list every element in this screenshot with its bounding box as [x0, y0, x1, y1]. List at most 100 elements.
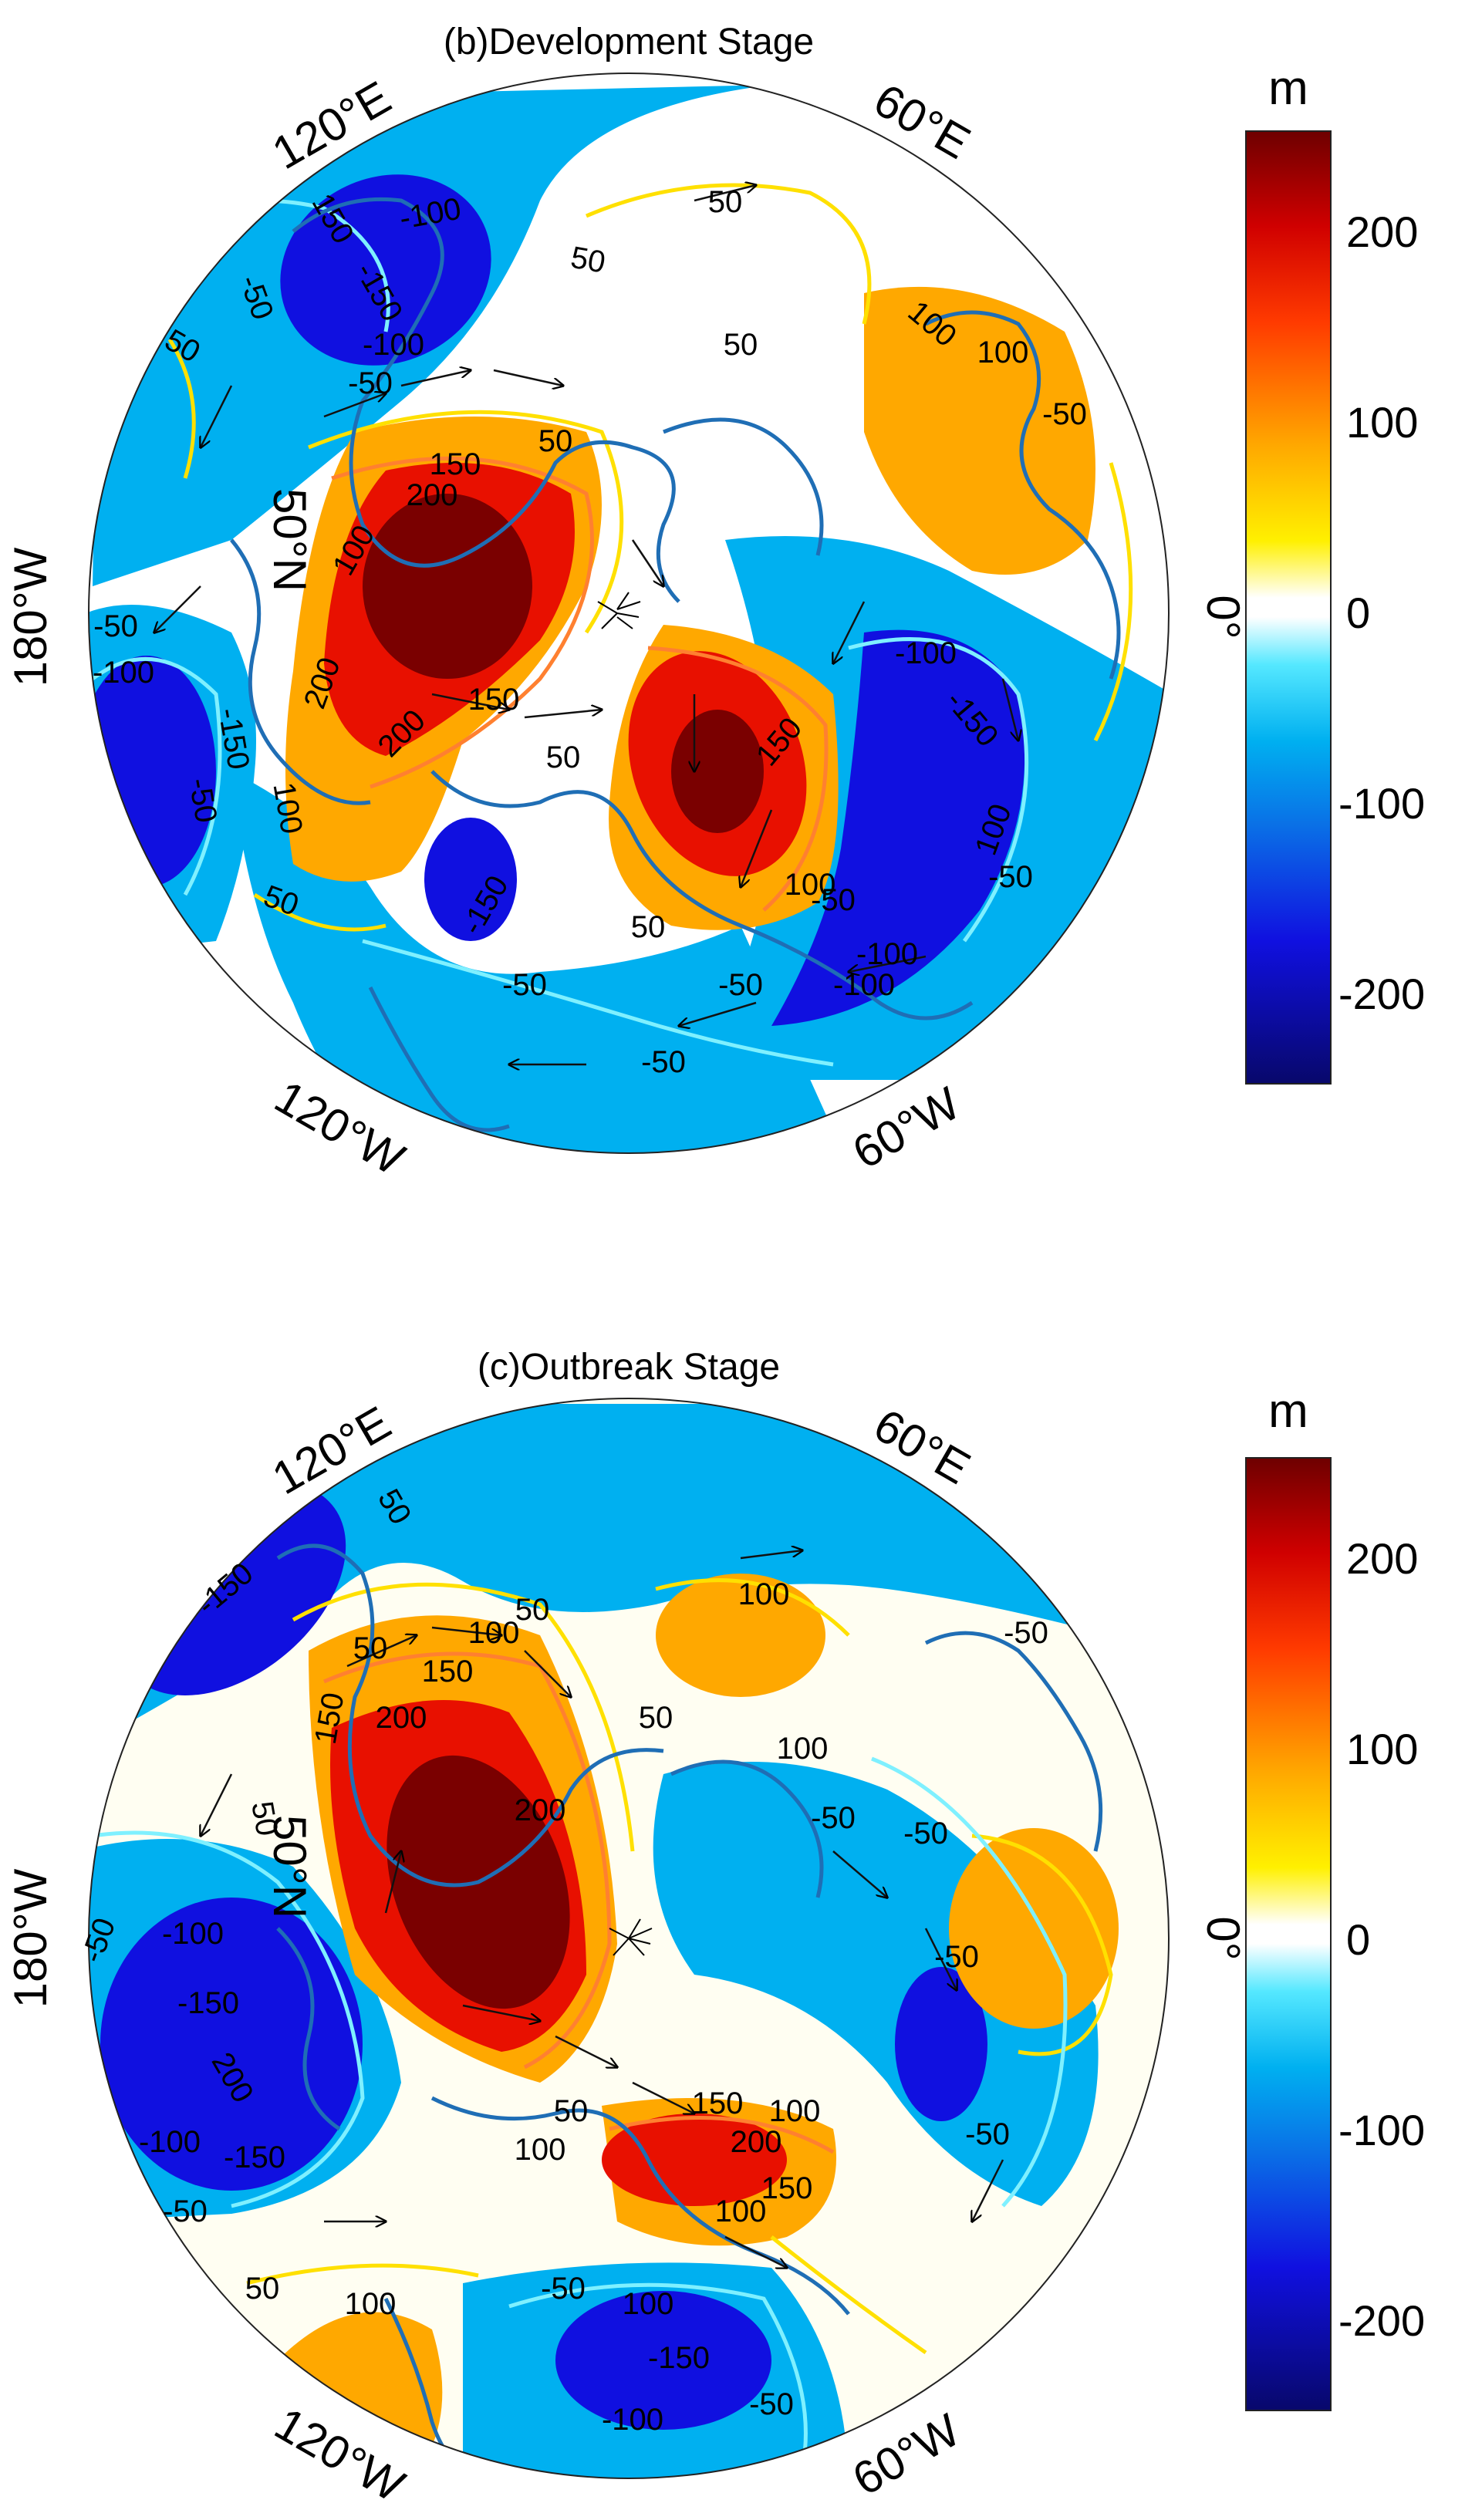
colorbar-c-tick-label: -100: [1338, 2106, 1425, 2154]
panel-c-contour-label: -50: [749, 2387, 794, 2421]
panel-c-map-border: [88, 1398, 1170, 2479]
panel-b-contour-label: -50: [1042, 397, 1087, 431]
panel-b-low-southeast: [771, 629, 1025, 1026]
panel-c-contour-label: -50: [811, 1801, 856, 1835]
panel-c-contour-label: -50: [934, 1940, 979, 1974]
panel-b-contour-label: -100: [895, 636, 957, 670]
panel-c-contour-label: 50: [515, 1593, 550, 1627]
panel-b-contour-label: 150: [430, 447, 481, 481]
panel-b-contour-neg50: [91, 656, 222, 896]
panel-c-wind-vector: [524, 1650, 571, 1697]
panel-b-contour-label: -50: [502, 968, 547, 1002]
panel-c-wind-vector: [832, 1850, 887, 1898]
panel-b-contour-label: 50: [724, 328, 758, 362]
panel-c-contour-label: 200: [376, 1701, 427, 1735]
colorbar-c-tick-label: 200: [1346, 1534, 1418, 1583]
colorbar-c: m 200 100 0 -100 -200: [1245, 1385, 1425, 2411]
panel-c-contour-100: [323, 1651, 612, 2070]
panel-c-contour-label: 150: [761, 2171, 813, 2205]
panel-c-wind-vector: [740, 1550, 802, 1560]
panel-c-contour-50: [246, 2263, 479, 2286]
panel-b-contour-label: -100: [93, 656, 154, 690]
panel-b-wind-vector: [631, 539, 663, 586]
panel-b-wind-vector: [431, 693, 509, 710]
panel-c-wind-vector: [431, 1626, 501, 1635]
panel-c-contour-50: [655, 1578, 850, 1637]
panel-b-pole-vectors: [597, 592, 641, 629]
panel-c-contour-label: -50: [903, 1817, 948, 1850]
panel-c-contour-label: 100: [623, 2287, 674, 2321]
panel-b-contour-label: -100: [833, 968, 895, 1002]
colorbar-c-tick-label: 0: [1346, 1915, 1370, 1964]
colorbar-b-tick-label: 100: [1346, 398, 1418, 447]
panel-c-contour-label: 150: [692, 2087, 744, 2120]
panel-b-coastline-alaska: [230, 538, 371, 805]
colorbar-b-bar: [1245, 130, 1332, 1085]
panel-b-contour-label: 50: [569, 241, 608, 280]
panel-c-contour-label: 100: [468, 1616, 520, 1650]
panel-c-wind-vector: [346, 1635, 417, 1668]
panel-b-lon-label-180w: 180°W: [5, 547, 56, 687]
panel-c-contour-neg50: [871, 1756, 1068, 2208]
panel-b-contour-label: 50: [538, 424, 573, 458]
panel-c-contour-label: -150: [648, 2341, 710, 2375]
panel-b-low-west: [89, 656, 216, 887]
panel-c-contour-label: 50: [245, 1799, 284, 1838]
panel-c-low-south: [555, 2291, 771, 2430]
panel-c-contour-label: 100: [715, 2194, 767, 2228]
panel-b-contour-label: -50: [93, 609, 138, 643]
panel-b-contour-label: -50: [348, 366, 393, 400]
panel-c-low-east: [895, 1967, 987, 2121]
colorbar-c-tick-label: -200: [1338, 2296, 1425, 2345]
panel-c-contour-label: 100: [515, 2133, 566, 2167]
panel-b-coastline-europe: [924, 310, 1121, 680]
panel-c-coastline-americas: [430, 2096, 850, 2316]
panel-b-lat-label: 50°N: [264, 488, 316, 592]
colorbar-b-tick-label: -200: [1338, 970, 1425, 1018]
panel-c-contour-label: 100: [738, 1577, 790, 1611]
panel-b-contour-50: [253, 892, 387, 932]
panel-b-title: (b)Development Stage: [444, 22, 814, 62]
panel-b-wind-vector: [741, 809, 773, 887]
panel-c-lon-label-0: 0°: [1197, 1916, 1249, 1960]
panel-b-contour-label: 50: [631, 910, 666, 944]
panel-b-map-border: [88, 73, 1170, 1154]
panel-b-wind-vector: [323, 393, 386, 418]
panel-c-contour-label: -50: [1004, 1616, 1048, 1650]
panel-c-wind-vector: [462, 2004, 540, 2021]
panel-b-wind-vector: [201, 385, 233, 447]
panel-c-contour-label: -100: [162, 1917, 224, 1951]
panel-c-coastline-europe: [924, 1631, 1103, 1852]
panel-b-high-max-west: [363, 494, 532, 679]
panel-b-contour-100: [647, 646, 829, 912]
panel-b-low-southwest: [424, 818, 517, 941]
panel-b-contour-50: [308, 410, 624, 634]
panel-b-contour-label-layer: -100 50 150 -150 -100 100 50 -50 50 50 -…: [93, 185, 1087, 1079]
panel-c-title: (c)Outbreak Stage: [478, 1347, 780, 1388]
panel-c-wind-vector: [201, 1773, 233, 1836]
panel-b-contour-neg50: [848, 637, 1029, 943]
panel-b-wind-vector: [849, 955, 927, 972]
colorbar-c-tick-label: 100: [1346, 1725, 1418, 1773]
panel-b-wind-vector: [1001, 678, 1018, 740]
panel-c-contour-100: [609, 2116, 835, 2154]
panel-c-contour-label: -50: [965, 2117, 1010, 2151]
panel-c-neg-area-north: [93, 1404, 1165, 1743]
panel-c-contour-label: -50: [541, 2272, 586, 2306]
panel-c-map: [88, 1398, 1170, 2479]
panel-c-pole-vectors: [609, 1918, 653, 1956]
panel-b-wind-vector: [493, 369, 563, 386]
panel-b-coastline-eurasia: [292, 197, 680, 603]
panel-c-wind-vector: [632, 2081, 694, 2113]
panel-b-contour-50: [167, 338, 196, 479]
panel-c-wind-vector: [724, 2235, 787, 2268]
panel-b-neg-area-south: [231, 771, 849, 1153]
colorbar-b-unit: m: [1268, 62, 1308, 115]
panel-c-contour-neg50: [92, 1830, 365, 2208]
panel-c-wind-vector: [555, 2035, 617, 2067]
panel-c-high-core-south: [602, 2113, 787, 2206]
colorbar-c-bar: [1245, 1457, 1332, 2411]
panel-c-contour-label: 150: [422, 1655, 474, 1688]
panel-b-contour-label: 100: [785, 868, 836, 902]
panel-c-contour-label: 50: [353, 1631, 388, 1665]
